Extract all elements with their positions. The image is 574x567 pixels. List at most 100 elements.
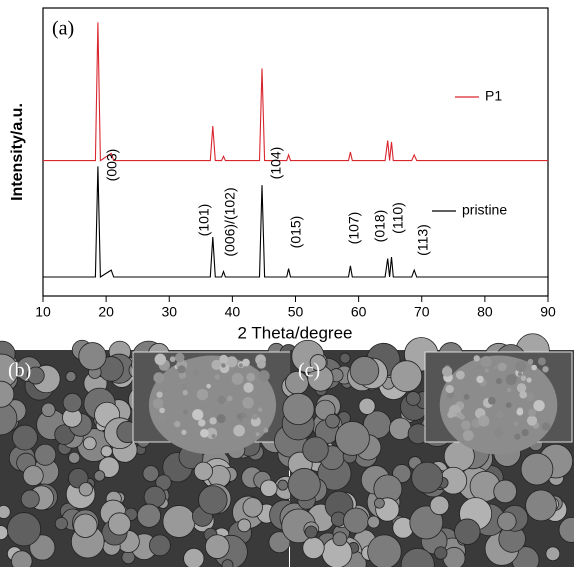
grain <box>258 370 269 381</box>
grain <box>252 414 258 420</box>
particle <box>335 421 369 455</box>
grain <box>242 418 250 426</box>
grain <box>518 372 522 376</box>
grain <box>519 391 527 399</box>
grain <box>192 409 203 420</box>
peak-label: (104) <box>268 147 284 180</box>
grain <box>496 411 503 418</box>
particle <box>55 517 67 529</box>
grain <box>243 382 253 392</box>
particle <box>359 398 375 414</box>
particle <box>199 486 228 515</box>
grain <box>494 428 503 437</box>
particle <box>350 356 379 385</box>
grain <box>442 366 452 376</box>
grain <box>461 420 471 430</box>
grain <box>200 429 209 438</box>
grain <box>246 373 255 382</box>
grain <box>256 432 260 436</box>
particle <box>340 353 350 363</box>
particle <box>238 519 251 532</box>
panel-label: (c) <box>298 360 320 382</box>
panel-label: (b) <box>8 360 31 382</box>
particle <box>391 361 422 392</box>
x-tick-label: 70 <box>414 304 430 320</box>
particle <box>521 453 553 485</box>
particle <box>63 393 82 412</box>
grain <box>239 363 243 367</box>
particle <box>435 547 448 560</box>
particle <box>42 403 56 417</box>
particle <box>83 437 96 450</box>
particle <box>368 535 402 567</box>
particle <box>283 393 314 424</box>
grain <box>527 416 537 426</box>
grain <box>215 374 220 379</box>
particle <box>12 551 33 567</box>
grain <box>227 396 232 401</box>
particle <box>278 480 288 490</box>
x-tick-label: 80 <box>477 304 493 320</box>
particle <box>12 425 37 450</box>
peak-label: (015) <box>288 216 304 249</box>
grain <box>456 371 465 380</box>
grain <box>516 409 523 416</box>
particle <box>406 391 420 405</box>
peak-label: (006)/(102) <box>222 187 238 256</box>
grain <box>485 368 489 372</box>
sem-inset-particle <box>149 356 276 455</box>
grain <box>198 419 205 426</box>
x-tick-label: 50 <box>288 304 304 320</box>
peak-label: (101) <box>196 204 212 237</box>
grain <box>531 365 537 371</box>
grain <box>496 378 502 384</box>
grain <box>515 361 526 372</box>
grain <box>155 354 166 365</box>
sem-images: (b) (c) <box>0 334 574 567</box>
particle <box>526 490 557 521</box>
particle <box>546 547 560 561</box>
particle <box>0 505 10 518</box>
grain <box>476 376 483 383</box>
particle <box>343 508 368 533</box>
grain <box>514 422 518 426</box>
grain <box>206 384 211 389</box>
grain <box>183 410 188 415</box>
x-axis-title: 2 Theta/degree <box>238 323 353 342</box>
particle <box>305 526 317 538</box>
grain <box>447 411 454 418</box>
grain <box>538 357 546 365</box>
particle <box>7 513 40 546</box>
grain <box>242 359 250 367</box>
particle <box>222 560 233 567</box>
grain <box>211 434 215 438</box>
grain <box>156 391 162 397</box>
particle <box>66 371 76 381</box>
grain <box>175 353 184 362</box>
grain <box>527 377 532 382</box>
peak-label: (113) <box>415 224 431 256</box>
grain <box>263 428 268 433</box>
peak-label: (018) <box>372 210 388 243</box>
particle <box>205 535 229 559</box>
particle <box>243 498 263 518</box>
grain <box>233 425 245 437</box>
particle <box>288 468 320 500</box>
particle <box>455 519 481 545</box>
particle <box>79 483 92 496</box>
grain <box>213 407 221 415</box>
legend-label: P1 <box>485 88 502 104</box>
grain <box>491 361 496 366</box>
peak-label: (107) <box>346 212 362 245</box>
grain <box>542 366 548 372</box>
grain <box>221 363 226 368</box>
grain <box>528 359 534 365</box>
x-tick-label: 40 <box>225 304 241 320</box>
grain <box>488 397 496 405</box>
grain <box>209 417 216 424</box>
grain <box>192 369 199 376</box>
particle <box>412 462 443 493</box>
particle <box>494 480 517 503</box>
grain <box>153 398 164 409</box>
grain <box>446 385 454 393</box>
